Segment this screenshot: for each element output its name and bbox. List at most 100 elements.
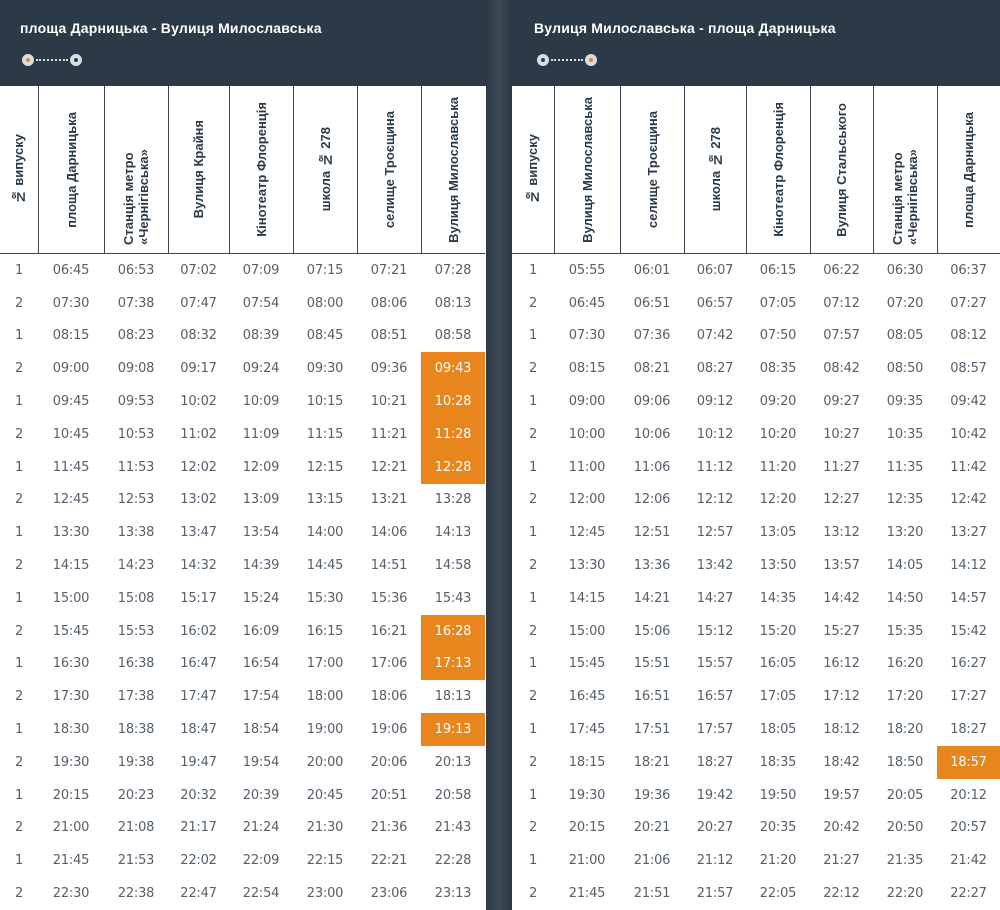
time-cell: 12:06 bbox=[633, 492, 671, 508]
time-cell: 16:12 bbox=[823, 656, 860, 672]
time-cell: 06:01 bbox=[633, 262, 671, 278]
time-cell: 14:05 bbox=[886, 558, 924, 574]
time-cell: 22:02 bbox=[180, 853, 217, 869]
time-cell: 17:38 bbox=[117, 689, 155, 705]
time-cell: 21:35 bbox=[886, 853, 924, 869]
table-row: 2 22:30 22:38 22:47 22:54 23:00 23:06 23:13 bbox=[0, 877, 485, 910]
time-cell: 15:53 bbox=[117, 623, 155, 639]
departure-number-cell: 1 bbox=[14, 787, 24, 803]
time-cell: 19:30 bbox=[52, 754, 90, 770]
table-row: 2 16:45 16:51 16:57 17:05 17:12 17:20 17:27 bbox=[512, 680, 1000, 713]
time-cell: 20:32 bbox=[180, 787, 217, 803]
time-cell: 20:51 bbox=[370, 787, 408, 803]
table-row: 2 18:15 18:21 18:27 18:35 18:42 18:50 18:57 bbox=[512, 745, 1000, 779]
table-row: 2 09:00 09:08 09:17 09:24 09:30 09:36 09:43 bbox=[0, 352, 485, 386]
time-cell: 17:54 bbox=[242, 689, 280, 705]
table-row: 2 07:30 07:38 07:47 07:54 08:00 08:06 08:13 bbox=[0, 287, 485, 320]
header-row: № випуску Вулиця Милославська селище Троєщ… bbox=[512, 86, 1000, 254]
time-cell: 08:05 bbox=[886, 328, 924, 344]
time-cell: 17:00 bbox=[306, 656, 344, 672]
column-header-label: селище Троєщина bbox=[644, 110, 660, 229]
time-cell: 22:28 bbox=[434, 853, 472, 869]
time-cell: 21:00 bbox=[52, 820, 90, 836]
time-cell: 16:27 bbox=[950, 656, 987, 672]
time-cell: 08:39 bbox=[242, 328, 280, 344]
time-cell: 07:57 bbox=[823, 328, 860, 344]
column-header-label: Станція метро «Чернігівська» bbox=[121, 148, 151, 245]
time-cell: 20:45 bbox=[306, 787, 344, 803]
time-cell: 11:45 bbox=[52, 459, 90, 475]
time-cell: 14:23 bbox=[117, 558, 155, 574]
column-header: Вулиця Стальського bbox=[810, 86, 874, 254]
time-cell: 06:22 bbox=[823, 262, 860, 278]
time-cell: 08:27 bbox=[696, 361, 734, 377]
time-cell: 18:54 bbox=[242, 722, 280, 738]
time-cell: 16:38 bbox=[117, 656, 155, 672]
panel-divider bbox=[486, 0, 512, 910]
time-cell: 09:12 bbox=[696, 394, 734, 410]
time-cell: 09:27 bbox=[823, 394, 860, 410]
time-cell: 21:20 bbox=[759, 853, 797, 869]
time-cell: 21:30 bbox=[306, 820, 344, 836]
time-cell: 07:42 bbox=[696, 328, 734, 344]
time-cell: 08:35 bbox=[759, 361, 797, 377]
time-cell: 11:42 bbox=[950, 459, 987, 475]
time-cell: 07:54 bbox=[242, 295, 280, 311]
time-cell: 09:36 bbox=[370, 361, 408, 377]
column-header: Станція метро «Чернігівська» bbox=[873, 86, 938, 254]
time-cell: 20:15 bbox=[52, 787, 90, 803]
table-row: 1 09:45 09:53 10:02 10:09 10:15 10:21 10:28 bbox=[0, 385, 485, 418]
table-row: 2 20:15 20:21 20:27 20:35 20:42 20:50 20:57 bbox=[512, 812, 1000, 845]
time-cell: 09:35 bbox=[886, 394, 924, 410]
departure-number-cell: 2 bbox=[528, 689, 538, 705]
column-header: Вулиця Крайня bbox=[168, 86, 230, 254]
time-cell: 17:12 bbox=[823, 689, 860, 705]
time-cell: 07:15 bbox=[306, 262, 344, 278]
time-cell: 21:42 bbox=[950, 853, 987, 869]
departure-number-cell: 1 bbox=[14, 328, 24, 344]
column-header: площа Дарницька bbox=[937, 86, 1000, 254]
time-cell: 06:51 bbox=[633, 295, 671, 311]
departure-number-cell: 1 bbox=[14, 590, 24, 606]
departure-number-cell: 1 bbox=[14, 656, 24, 672]
departure-number-cell: 1 bbox=[528, 590, 538, 606]
time-cell: 22:47 bbox=[180, 886, 217, 902]
departure-number-cell: 1 bbox=[528, 853, 538, 869]
time-cell: 10:02 bbox=[180, 394, 217, 410]
table-row: 1 12:45 12:51 12:57 13:05 13:12 13:20 13:27 bbox=[512, 516, 1000, 549]
timetable: № випуску Вулиця Милославська селище Троєщ… bbox=[512, 86, 1000, 910]
time-cell: 13:09 bbox=[242, 492, 280, 508]
time-cell: 07:50 bbox=[759, 328, 797, 344]
time-cell: 20:15 bbox=[568, 820, 606, 836]
column-header: селище Троєщина bbox=[620, 86, 685, 254]
route-indicator bbox=[537, 54, 597, 66]
time-cell: 09:17 bbox=[180, 361, 217, 377]
time-cell: 20:39 bbox=[242, 787, 280, 803]
time-cell: 18:06 bbox=[370, 689, 408, 705]
time-cell: 11:15 bbox=[306, 426, 344, 442]
time-cell: 14:21 bbox=[633, 590, 671, 606]
time-cell: 14:50 bbox=[886, 590, 924, 606]
time-cell: 10:45 bbox=[52, 426, 90, 442]
time-cell: 14:15 bbox=[52, 558, 90, 574]
time-cell: 22:27 bbox=[950, 886, 987, 902]
time-cell: 14:27 bbox=[696, 590, 734, 606]
column-header: Кінотеатр Флоренція bbox=[229, 86, 294, 254]
time-cell: 14:00 bbox=[306, 525, 344, 541]
column-header-label: Вулиця Милославська bbox=[579, 96, 595, 243]
table-row: 1 15:45 15:51 15:57 16:05 16:12 16:20 16:27 bbox=[512, 648, 1000, 681]
time-cell: 19:57 bbox=[823, 787, 860, 803]
departure-number-cell: 1 bbox=[14, 722, 24, 738]
time-cell: 18:21 bbox=[633, 754, 671, 770]
time-cell: 16:20 bbox=[886, 656, 924, 672]
table-row: 2 10:45 10:53 11:02 11:09 11:15 11:21 11:28 bbox=[0, 417, 485, 451]
departure-number-cell: 1 bbox=[528, 722, 538, 738]
time-cell: 19:42 bbox=[696, 787, 734, 803]
time-cell: 20:27 bbox=[696, 820, 734, 836]
table-row: 1 21:00 21:06 21:12 21:20 21:27 21:35 21:42 bbox=[512, 844, 1000, 877]
time-cell: 17:05 bbox=[759, 689, 797, 705]
time-cell: 06:37 bbox=[950, 262, 987, 278]
time-cell: 23:13 bbox=[434, 886, 472, 902]
time-cell: 17:47 bbox=[180, 689, 217, 705]
table-row: 2 17:30 17:38 17:47 17:54 18:00 18:06 18:13 bbox=[0, 680, 485, 713]
